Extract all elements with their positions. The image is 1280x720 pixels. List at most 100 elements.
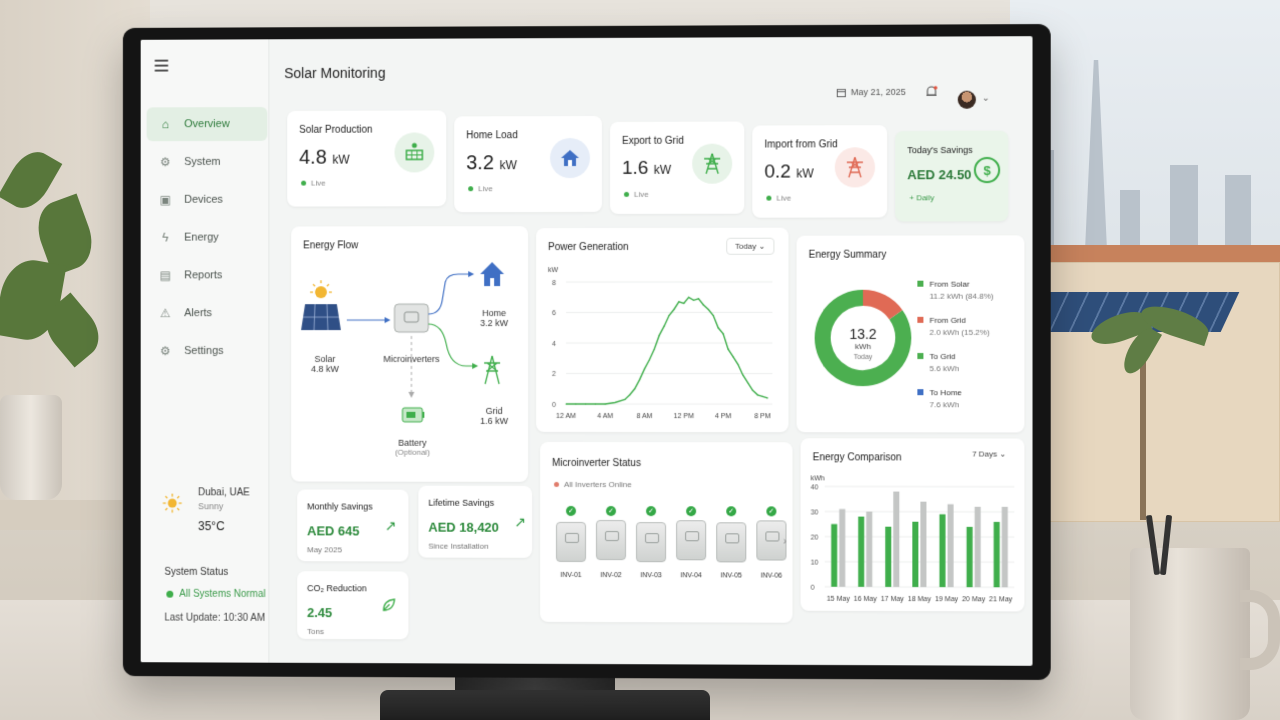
system-status-state: All Systems Normal [166, 589, 265, 600]
kpi-label: Today's Savings [907, 145, 972, 155]
legend-item: From Solar 11.2 kWh (84.8%) [917, 280, 993, 301]
solar-panel-icon [395, 132, 435, 172]
legend-swatch [917, 353, 923, 359]
sidebar-item-reports[interactable]: ▤ Reports [147, 258, 268, 292]
chevron-right-icon[interactable]: › [783, 536, 786, 547]
bar [831, 524, 837, 587]
microinverter-unit[interactable] [556, 522, 586, 562]
sun-icon [162, 493, 182, 513]
sidebar-item-settings[interactable]: ⚙ Settings [147, 334, 268, 368]
legend-label: From Grid [929, 316, 965, 325]
sidebar-item-label: Energy [184, 232, 219, 244]
savings-label: Lifetime Savings [428, 498, 494, 508]
legend-item: From Grid 2.0 kWh (15.2%) [917, 316, 989, 337]
savings-value: AED 18,420 [428, 520, 499, 535]
kpi-sub: + Daily [909, 193, 934, 202]
monthly-savings-card: Monthly Savings AED 645 May 2025 ↗ [297, 489, 408, 561]
data-point [624, 399, 625, 400]
legend-swatch [917, 281, 923, 287]
avatar[interactable] [958, 91, 976, 109]
data-point [723, 333, 724, 334]
hamburger-menu-icon[interactable] [155, 60, 169, 72]
chevron-down-icon[interactable]: ⌄ [982, 93, 990, 104]
inverters-online-text: All Inverters Online [564, 480, 632, 489]
bar [975, 507, 981, 587]
kpi-sub: Live [776, 194, 791, 203]
sidebar-item-label: Devices [184, 194, 223, 206]
date-text: May 21, 2025 [851, 87, 906, 97]
data-point [737, 364, 738, 365]
solar-panel-icon [301, 304, 341, 330]
data-point [595, 403, 596, 404]
y-tick-label: 8 [552, 280, 556, 287]
co2-reduction-card: CO₂ Reduction 2.45 Tons [297, 571, 408, 639]
shelf [0, 500, 140, 530]
data-point [668, 315, 669, 316]
y-tick-label: 0 [552, 402, 556, 409]
energy-comparison-card: Energy Comparison 7 Days ⌄ kWh 0 10 20 30 40 1… [801, 438, 1025, 611]
co2-value: 2.45 [307, 605, 332, 620]
bar [912, 522, 918, 587]
savings-label: Monthly Savings [307, 501, 373, 511]
date-picker[interactable]: May 21, 2025 [837, 87, 906, 97]
leaf-icon [381, 597, 397, 613]
bar [967, 527, 973, 587]
skyscraper [1120, 190, 1140, 250]
check-icon: ✓ [646, 506, 656, 516]
power-generation-card: Power Generation Today ⌄ kW 0 2 4 6 8 12 AM 4 A… [536, 228, 788, 433]
microinverter-icon [395, 304, 429, 332]
kpi-card-export-grid: Export to Grid 1.6 kW Live [610, 122, 744, 214]
page-title: Solar Monitoring [284, 65, 385, 81]
sidebar-item-system[interactable]: ⚙ System [147, 145, 268, 179]
data-point [698, 298, 699, 299]
energy-comparison-chart: kWh01020304015 May 16 May 17 May 18 May 19 M… [801, 438, 1025, 611]
x-tick-label: 15 May [827, 596, 851, 603]
energy-flow-card: Energy Flow [291, 226, 528, 482]
data-point [565, 403, 566, 404]
monitor-base [380, 690, 710, 720]
data-point [649, 359, 650, 360]
data-point [747, 382, 748, 383]
flow-grid-value: 1.6 kW [474, 416, 514, 426]
bar [893, 492, 899, 587]
bar [994, 522, 1000, 587]
data-point [732, 356, 733, 357]
data-point [664, 326, 665, 327]
data-point [605, 403, 606, 404]
bell-icon[interactable] [924, 85, 938, 99]
flow-home-value: 3.2 kW [474, 318, 514, 328]
sidebar-item-alerts[interactable]: ⚠ Alerts [147, 296, 268, 330]
sidebar-item-label: Overview [184, 118, 229, 130]
flow-home-label: Home 3.2 kW [474, 308, 514, 328]
bar [885, 527, 891, 587]
mug-handle [1240, 590, 1280, 670]
sidebar-item-label: Alerts [184, 307, 212, 319]
microinverter-unit[interactable] [636, 522, 666, 562]
y-tick-label: 4 [552, 341, 556, 348]
bar [839, 509, 845, 587]
sidebar-item-label: Settings [184, 345, 223, 357]
gridline [825, 562, 1015, 563]
house-icon [480, 262, 504, 286]
bolt-icon: ϟ [158, 231, 172, 245]
bar [1002, 507, 1008, 587]
sidebar-item-label: System [184, 156, 220, 168]
microinverter-unit[interactable] [756, 520, 786, 560]
kpi-label: Export to Grid [622, 136, 684, 147]
kpi-label: Home Load [466, 130, 518, 141]
bar [947, 504, 953, 587]
data-point [678, 301, 679, 302]
sidebar-item-energy[interactable]: ϟ Energy [147, 221, 268, 255]
flow-solar-label: Solar 4.8 kW [305, 354, 345, 374]
microinverter-unit[interactable] [596, 520, 626, 560]
system-status-title: System Status [164, 567, 228, 578]
flow-battery-name: Battery [383, 438, 443, 448]
data-point [728, 348, 729, 349]
y-tick-label: 0 [811, 585, 815, 592]
microinverter-unit[interactable] [676, 520, 706, 560]
sidebar-item-devices[interactable]: ▣ Devices [147, 183, 268, 217]
kpi-live: Live [301, 179, 326, 188]
power-generation-chart: kW 0 2 4 6 8 12 AM 4 AM 8 AM 12 PM 4 PM 8 PM [536, 228, 788, 433]
microinverter-unit[interactable] [716, 522, 746, 562]
sidebar-item-overview[interactable]: ⌂ Overview [147, 107, 268, 141]
